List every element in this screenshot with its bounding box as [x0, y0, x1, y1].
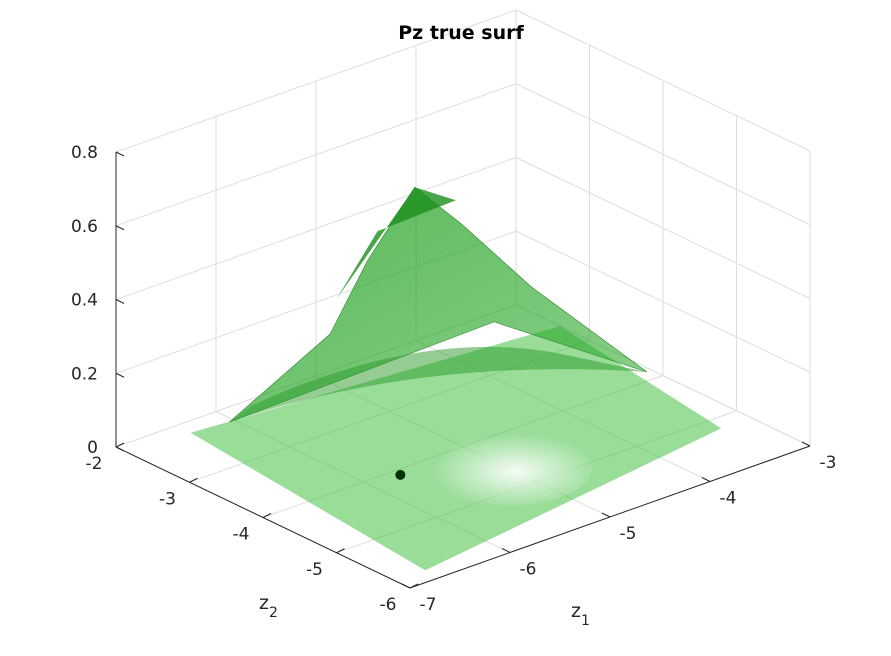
- x-tick-label-0: -7: [420, 595, 437, 615]
- surface-peak-body: [229, 186, 648, 423]
- y-tick-label-1: -5: [306, 560, 323, 580]
- x-tick-mark-4: [801, 441, 811, 447]
- grid-line-left-wall-h-4: [115, 9, 517, 153]
- z-tick-label-0: 0: [87, 438, 98, 458]
- z-tick-mark-4: [115, 151, 125, 157]
- z-tick-mark-3: [115, 225, 125, 231]
- x-tick-label-4: -3: [820, 453, 837, 473]
- y-tick-mark-3: [189, 477, 198, 483]
- grid-line-right-wall-h-3: [515, 83, 811, 226]
- y-tick-label-3: -3: [159, 489, 176, 509]
- z-tick-label-3: 0.6: [71, 217, 98, 237]
- x-axis-label: z1: [571, 600, 590, 629]
- y-tick-label-2: -4: [233, 525, 250, 545]
- floor-surface: [190, 326, 722, 571]
- y-tick-label-4: -2: [86, 454, 103, 474]
- z-tick-label-4: 0.8: [71, 143, 98, 163]
- z-tick-label-2: 0.4: [71, 291, 98, 311]
- x-tick-mark-1: [501, 548, 511, 553]
- x-tick-label-3: -4: [720, 489, 737, 509]
- x-tick-mark-0: [401, 583, 411, 589]
- grid-line-right-wall-h-2: [515, 157, 811, 299]
- y-axis-label: z2: [259, 592, 278, 621]
- grid-line-left-wall-h-2: [115, 157, 517, 300]
- marker-layer: [395, 469, 406, 480]
- marker-point: [395, 469, 406, 480]
- grid-line-right-wall-h-1: [515, 230, 811, 373]
- z-tick-mark-1: [115, 372, 125, 378]
- grid-line-left-wall-h-3: [115, 83, 517, 227]
- x-tick-label-2: -5: [620, 524, 637, 544]
- x-tick-mark-2: [601, 512, 611, 518]
- x-tick-label-1: -6: [520, 560, 537, 580]
- floor-highlight: [422, 429, 593, 506]
- y-tick-mark-4: [115, 442, 125, 448]
- z-tick-mark-2: [115, 299, 125, 304]
- y-tick-mark-2: [262, 513, 272, 518]
- z-tick-mark-0: [115, 446, 125, 452]
- z-tick-label-1: 0.2: [71, 364, 98, 384]
- tick-layer: -7 -6 -5 -4 -3 -6 -5 -4 -3 -20 0.2 0.4 0.6 0.8: [71, 143, 837, 615]
- y-tick-mark-0: [409, 583, 419, 589]
- surface-peak-facet: [336, 187, 456, 300]
- y-tick-label-0: -6: [380, 595, 397, 615]
- surface-peak: [229, 186, 648, 423]
- chart-title: Pz true surf: [398, 22, 524, 44]
- y-tick-mark-1: [336, 548, 345, 554]
- grid-line-right-wall-h-4: [515, 9, 811, 152]
- x-tick-mark-3: [701, 477, 711, 482]
- surface-peak-base: [229, 346, 647, 423]
